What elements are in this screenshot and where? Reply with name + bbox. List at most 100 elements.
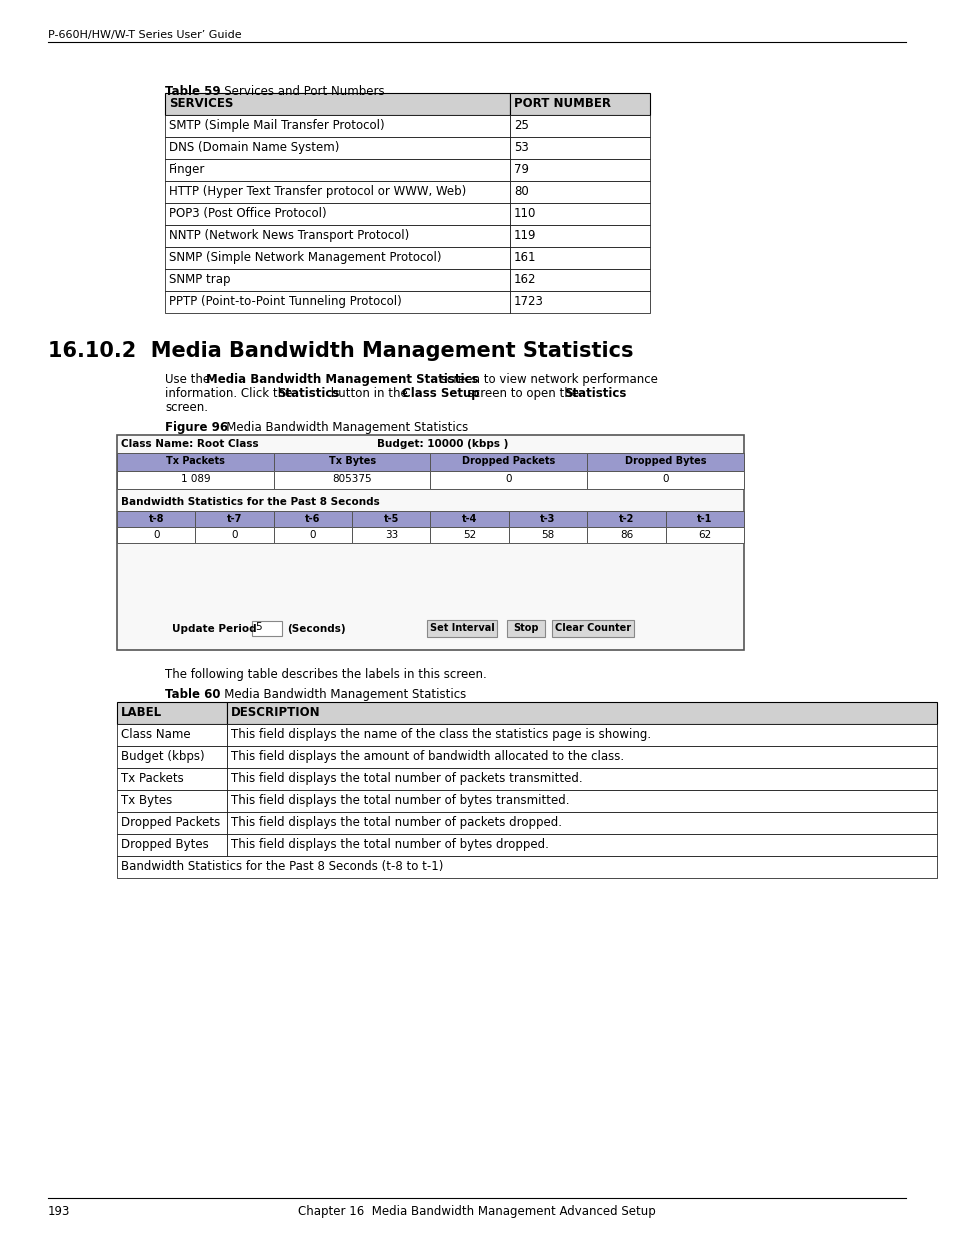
Bar	[117, 701, 227, 724]
Bar	[430, 471, 587, 489]
Bar	[430, 453, 587, 471]
Bar	[508, 511, 587, 527]
Text: 16.10.2  Media Bandwidth Management Statistics: 16.10.2 Media Bandwidth Management Stati…	[48, 341, 633, 361]
Text: DESCRIPTION: DESCRIPTION	[231, 706, 320, 719]
Text: 193: 193	[48, 1205, 71, 1218]
Text: Dropped Packets: Dropped Packets	[121, 816, 220, 829]
Text: 53: 53	[514, 141, 528, 154]
Text: 0: 0	[231, 530, 237, 540]
Bar	[165, 182, 510, 203]
Text: PORT NUMBER: PORT NUMBER	[514, 98, 610, 110]
Text: 62: 62	[698, 530, 711, 540]
Bar	[227, 701, 936, 724]
Text: t-2: t-2	[618, 514, 634, 524]
Text: 58: 58	[541, 530, 554, 540]
Bar	[510, 93, 649, 115]
Text: information. Click the: information. Click the	[165, 387, 295, 400]
Bar	[552, 620, 634, 637]
Text: Statistics: Statistics	[276, 387, 339, 400]
Bar	[165, 203, 510, 225]
Text: Budget: 10000 (kbps ): Budget: 10000 (kbps )	[376, 438, 508, 450]
Bar	[430, 527, 508, 543]
Text: Tx Bytes: Tx Bytes	[121, 794, 172, 806]
Text: P-660H/HW/W-T Series User’ Guide: P-660H/HW/W-T Series User’ Guide	[48, 30, 241, 40]
Bar	[165, 269, 510, 291]
Bar	[195, 527, 274, 543]
Text: Dropped Bytes: Dropped Bytes	[624, 456, 705, 466]
Text: 1723: 1723	[514, 295, 543, 308]
Text: 110: 110	[514, 207, 536, 220]
Bar	[510, 225, 649, 247]
Bar	[274, 453, 430, 471]
Text: This field displays the name of the class the statistics page is showing.: This field displays the name of the clas…	[231, 727, 651, 741]
Text: Finger: Finger	[169, 163, 205, 177]
Text: t-6: t-6	[305, 514, 320, 524]
Bar	[227, 746, 936, 768]
Text: 86: 86	[619, 530, 633, 540]
Bar	[195, 511, 274, 527]
Bar	[117, 435, 743, 650]
Text: (Seconds): (Seconds)	[287, 624, 345, 634]
Bar	[117, 471, 274, 489]
Text: screen.: screen.	[165, 401, 208, 414]
Text: This field displays the total number of packets dropped.: This field displays the total number of …	[231, 816, 561, 829]
Text: t-4: t-4	[461, 514, 476, 524]
Text: 805375: 805375	[332, 474, 372, 484]
Bar	[227, 768, 936, 790]
Text: Tx Packets: Tx Packets	[121, 772, 184, 785]
Text: POP3 (Post Office Protocol): POP3 (Post Office Protocol)	[169, 207, 326, 220]
Bar	[227, 811, 936, 834]
Text: Dropped Bytes: Dropped Bytes	[121, 839, 209, 851]
Text: 0: 0	[152, 530, 159, 540]
Bar	[510, 159, 649, 182]
Bar	[665, 527, 743, 543]
Text: Set Interval: Set Interval	[429, 622, 494, 634]
Text: 33: 33	[384, 530, 397, 540]
Text: button in the: button in the	[327, 387, 411, 400]
Text: SNMP (Simple Network Management Protocol): SNMP (Simple Network Management Protocol…	[169, 251, 441, 264]
Text: SNMP trap: SNMP trap	[169, 273, 231, 287]
Text: Media Bandwidth Management Statistics: Media Bandwidth Management Statistics	[206, 373, 478, 387]
Text: 161: 161	[514, 251, 536, 264]
Text: This field displays the total number of bytes transmitted.: This field displays the total number of …	[231, 794, 569, 806]
Text: 79: 79	[514, 163, 529, 177]
Text: Tx Bytes: Tx Bytes	[328, 456, 375, 466]
Text: NNTP (Network News Transport Protocol): NNTP (Network News Transport Protocol)	[169, 228, 409, 242]
Bar	[587, 453, 743, 471]
Text: Class Name: Root Class: Class Name: Root Class	[121, 438, 258, 450]
Bar	[665, 511, 743, 527]
Bar	[587, 527, 665, 543]
Text: Dropped Packets: Dropped Packets	[462, 456, 555, 466]
Text: t-8: t-8	[149, 514, 164, 524]
Bar	[117, 511, 195, 527]
Text: 119: 119	[514, 228, 536, 242]
Bar	[506, 620, 544, 637]
Bar	[117, 790, 227, 811]
Bar	[165, 225, 510, 247]
Bar	[117, 527, 195, 543]
Bar	[165, 159, 510, 182]
Bar	[510, 269, 649, 291]
Bar	[252, 621, 282, 636]
Bar	[274, 471, 430, 489]
Bar	[227, 790, 936, 811]
Bar	[510, 182, 649, 203]
Text: Statistics: Statistics	[563, 387, 626, 400]
Text: Stop: Stop	[513, 622, 538, 634]
Bar	[510, 203, 649, 225]
Bar	[587, 511, 665, 527]
Text: HTTP (Hyper Text Transfer protocol or WWW, Web): HTTP (Hyper Text Transfer protocol or WW…	[169, 185, 466, 198]
Text: Services and Port Numbers: Services and Port Numbers	[213, 85, 384, 98]
Text: screen to open the: screen to open the	[463, 387, 582, 400]
Text: t-7: t-7	[227, 514, 242, 524]
Text: Chapter 16  Media Bandwidth Management Advanced Setup: Chapter 16 Media Bandwidth Management Ad…	[297, 1205, 656, 1218]
Text: Media Bandwidth Management Statistics: Media Bandwidth Management Statistics	[213, 688, 466, 701]
Text: This field displays the amount of bandwidth allocated to the class.: This field displays the amount of bandwi…	[231, 750, 623, 763]
Text: screen to view network performance: screen to view network performance	[436, 373, 658, 387]
Text: 5: 5	[254, 622, 261, 632]
Text: Tx Packets: Tx Packets	[166, 456, 225, 466]
Text: 0: 0	[661, 474, 668, 484]
Bar	[117, 856, 936, 878]
Bar	[165, 115, 510, 137]
Text: 80: 80	[514, 185, 528, 198]
